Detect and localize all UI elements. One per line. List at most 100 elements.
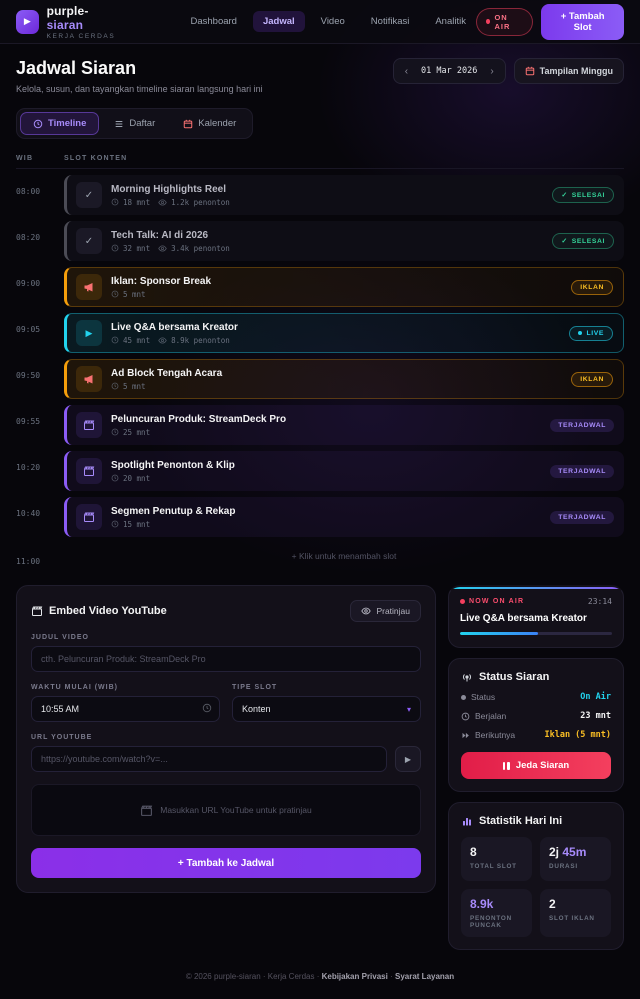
slot-card-spotlight-penonton[interactable]: Spotlight Penonton & Klip 20 mnt TERJADW… xyxy=(64,451,624,491)
now-on-air-label: NOW ON AIR xyxy=(469,598,525,605)
stat-label: SLOT IKLAN xyxy=(549,915,595,922)
status-badge-terjadwal: TERJADWAL xyxy=(550,464,614,478)
clock-icon xyxy=(33,119,43,128)
slot-card-sponsor-break[interactable]: Iklan: Sponsor Break 5 mnt IKLAN xyxy=(64,267,624,307)
clock-icon xyxy=(111,198,119,206)
now-playing-title: Live Q&A bersama Kreator xyxy=(460,613,587,624)
tab-daftar-label: Daftar xyxy=(129,118,156,129)
nav-item-analitik[interactable]: Analitik xyxy=(435,16,466,27)
progress-bar xyxy=(460,632,612,635)
slot-title: Tech Talk: AI di 2026 xyxy=(111,229,209,241)
tab-timeline[interactable]: Timeline xyxy=(20,112,100,135)
waktu-mulai-input[interactable] xyxy=(31,696,220,722)
play-icon: ▶ xyxy=(404,754,412,764)
url-youtube-input[interactable] xyxy=(31,746,387,772)
nav-item-jadwal[interactable]: Jadwal xyxy=(252,11,305,32)
slot-card-peluncuran-produk[interactable]: Peluncuran Produk: StreamDeck Pro 25 mnt… xyxy=(64,405,624,445)
clock-icon xyxy=(111,474,119,482)
date-next-button[interactable]: › xyxy=(490,65,494,77)
stat-value: 8 xyxy=(470,845,477,859)
timeline-row: 08:00 ✓ Morning Highlights Reel 18 mnt 1… xyxy=(16,175,624,215)
check-icon: ✓ xyxy=(561,192,568,199)
top-navigation-bar: ▶ purple-siaran KERJA CERDAS Dashboard J… xyxy=(0,0,640,44)
status-dot-icon xyxy=(461,694,466,700)
tab-daftar[interactable]: Daftar xyxy=(101,112,168,135)
slot-time: 09:05 xyxy=(16,325,41,334)
tab-kalender[interactable]: Kalender xyxy=(170,112,249,135)
tipe-slot-value: Konten xyxy=(242,704,271,714)
status-value: On Air xyxy=(580,692,611,702)
calendar-icon xyxy=(525,66,534,76)
megaphone-icon xyxy=(84,375,93,384)
slot-title: Peluncuran Produk: StreamDeck Pro xyxy=(111,413,287,425)
timeline-end-row: 11:00 + Klik untuk menambah slot xyxy=(16,545,624,567)
status-badge-live: LIVE xyxy=(569,325,613,341)
progress-fill xyxy=(460,632,538,635)
status-row: Status On Air xyxy=(461,692,611,702)
judul-video-label: JUDUL VIDEO xyxy=(31,634,89,641)
add-slot-button[interactable]: + Tambah Slot xyxy=(541,3,624,40)
load-url-button[interactable]: ▶ xyxy=(395,746,421,772)
play-icon: ▶ xyxy=(23,16,31,26)
stat-label: DURASI xyxy=(549,863,578,870)
nav-item-dashboard[interactable]: Dashboard xyxy=(190,16,237,27)
copyright-text: © 2026 purple-siaran · Kerja Cerdas · xyxy=(185,972,320,981)
slot-card-ad-block[interactable]: Ad Block Tengah Acara 5 mnt IKLAN xyxy=(64,359,624,399)
nav-item-video[interactable]: Video xyxy=(320,16,345,27)
slot-card-live-qa[interactable]: ▶ Live Q&A bersama Kreator 45 mnt 8.9k p… xyxy=(64,313,624,353)
status-badge-iklan: IKLAN xyxy=(571,279,613,295)
slot-card-morning-highlights[interactable]: ✓ Morning Highlights Reel 18 mnt 1.2k pe… xyxy=(64,175,624,215)
judul-video-input[interactable] xyxy=(31,646,421,672)
pause-broadcast-button[interactable]: Jeda Siaran xyxy=(461,752,611,779)
main-nav: Dashboard Jadwal Video Notifikasi Analit… xyxy=(180,11,475,32)
status-value: Iklan (5 mnt) xyxy=(544,730,611,740)
slot-card-tech-talk[interactable]: ✓ Tech Talk: AI di 2026 32 mnt 3.4k peno… xyxy=(64,221,624,261)
timeline-row: 10:20 Spotlight Penonton & Klip 20 mnt T… xyxy=(16,451,624,491)
check-icon: ✓ xyxy=(561,238,568,245)
footer-separator: · xyxy=(390,972,393,981)
clapperboard-icon xyxy=(84,466,95,476)
megaphone-icon xyxy=(76,274,102,300)
list-icon xyxy=(116,120,123,127)
terms-link[interactable]: Syarat Layanan xyxy=(395,972,455,981)
clock-icon xyxy=(111,382,119,390)
megaphone-icon xyxy=(84,283,93,292)
embed-video-card: Embed Video YouTube Pratinjau JUDUL VIDE… xyxy=(16,585,436,893)
slot-title: Live Q&A bersama Kreator xyxy=(111,321,238,333)
view-tabs: Timeline Daftar Kalender xyxy=(16,108,254,139)
nav-item-notifikasi[interactable]: Notifikasi xyxy=(370,16,410,27)
slot-card-segmen-penutup[interactable]: Segmen Penutup & Rekap 15 mnt TERJADWAL xyxy=(64,497,624,537)
stat-value: 8.9k xyxy=(470,897,494,911)
date-picker: ‹ 01 Mar 2026 › xyxy=(392,58,506,84)
status-value: 23 mnt xyxy=(580,711,611,721)
clapperboard-icon xyxy=(76,412,102,438)
waktu-mulai-label: WAKTU MULAI (WIB) xyxy=(31,684,118,691)
week-view-button[interactable]: Tampilan Minggu xyxy=(513,58,624,84)
clapperboard-icon xyxy=(141,805,153,816)
brand-name-primary: purple- xyxy=(46,3,89,18)
eye-icon xyxy=(158,336,167,344)
slot-time: 09:00 xyxy=(16,279,41,288)
brand-tagline: KERJA CERDAS xyxy=(46,32,116,40)
status-row: Berikutnya Iklan (5 mnt) xyxy=(461,730,611,740)
add-slot-hint[interactable]: + Klik untuk menambah slot xyxy=(291,551,397,561)
privacy-link[interactable]: Kebijakan Privasi xyxy=(321,972,388,981)
date-prev-button[interactable]: ‹ xyxy=(404,65,409,77)
bar-chart-icon xyxy=(463,818,471,826)
brand-logo[interactable]: ▶ xyxy=(16,9,39,34)
status-badge-iklan: IKLAN xyxy=(571,371,613,387)
add-to-schedule-button[interactable]: + Tambah ke Jadwal xyxy=(31,848,421,878)
stat-slot-iklan: 2 SLOT IKLAN xyxy=(540,889,611,937)
status-badge-selesai: ✓ SELESAI xyxy=(552,187,614,203)
preview-button-label: Pratinjau xyxy=(376,606,410,616)
slot-viewers: 8.9k penonton xyxy=(171,335,230,345)
slot-title: Ad Block Tengah Acara xyxy=(111,367,223,379)
clock-icon xyxy=(111,520,119,528)
slot-title: Segmen Penutup & Rekap xyxy=(111,505,236,517)
tipe-slot-select[interactable]: Konten ▾ xyxy=(232,696,421,722)
stat-penonton-puncak: 8.9k PENONTON PUNCAK xyxy=(461,889,532,937)
timeline-row: 09:50 Ad Block Tengah Acara 5 mnt IKLAN xyxy=(16,359,624,399)
slot-viewers: 1.2k penonton xyxy=(171,197,230,207)
clock-icon xyxy=(202,703,212,713)
preview-button[interactable]: Pratinjau xyxy=(350,600,421,622)
